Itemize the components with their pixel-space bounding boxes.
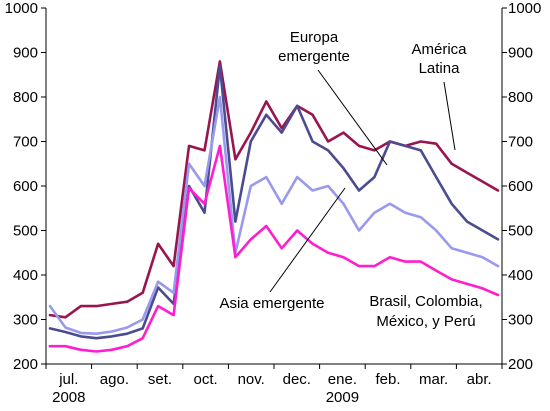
x-tick-label: mar.	[419, 371, 448, 388]
x-tick-label: dec.	[283, 371, 311, 388]
axes: 200 200 300 300 400 400 500 500 600 600 700 700 800 8…	[5, 0, 542, 406]
annotation-label-2: Latina	[419, 60, 461, 77]
y-tick-label-left: 700	[13, 134, 38, 151]
x-tick-label: ago.	[100, 371, 129, 388]
y-tick-label-left: 200	[13, 356, 38, 373]
y-tick-label-right: 1000	[508, 0, 541, 17]
x-tick-label: ene.	[328, 371, 357, 388]
annotation-label-2: América	[411, 41, 467, 58]
series-line-2	[48, 64, 500, 340]
y-tick-label-left: 1000	[5, 0, 38, 17]
y-tick-label-right: 900	[508, 45, 533, 62]
annotation-leader-3	[269, 187, 346, 293]
annotation-label-1: emergente	[278, 48, 350, 65]
y-tick-label-right: 500	[508, 223, 533, 240]
x-tick-label: set.	[148, 371, 172, 388]
year-label: 2009	[326, 389, 359, 406]
x-tick-label: nov.	[238, 371, 265, 388]
x-tick-label: abr.	[467, 371, 492, 388]
year-label: 2008	[52, 389, 85, 406]
y-tick-label-right: 200	[508, 356, 533, 373]
y-tick-label-left: 600	[13, 178, 38, 195]
y-tick-label-left: 300	[13, 312, 38, 329]
annotation-label-3: Asia emergente	[219, 295, 324, 312]
y-tick-label-left: 500	[13, 223, 38, 240]
y-tick-label-right: 800	[508, 89, 533, 106]
annotation-leader-2	[443, 81, 456, 151]
y-tick-label-right: 700	[508, 134, 533, 151]
y-tick-label-left: 400	[13, 267, 38, 284]
y-tick-label-right: 600	[508, 178, 533, 195]
annotation-label-4: México, y Perú	[376, 313, 475, 330]
annotation-leader-1	[317, 69, 388, 166]
y-tick-label-right: 400	[508, 267, 533, 284]
y-tick-label-left: 900	[13, 45, 38, 62]
x-tick-label: oct.	[194, 371, 218, 388]
series-line-1	[48, 60, 500, 319]
y-tick-label-right: 300	[508, 312, 533, 329]
x-tick-label: feb.	[375, 371, 400, 388]
series-line-3	[48, 95, 500, 336]
annotation-label-1: Europa	[290, 29, 339, 46]
y-tick-label-left: 800	[13, 89, 38, 106]
series-layer	[48, 60, 500, 353]
series-line-4	[48, 144, 500, 353]
x-tick-label: jul.	[58, 371, 78, 388]
annotation-label-4: Brasil, Colombia,	[369, 293, 482, 310]
annotations: Europa emergente América Latina Asia emergen…	[219, 29, 482, 330]
